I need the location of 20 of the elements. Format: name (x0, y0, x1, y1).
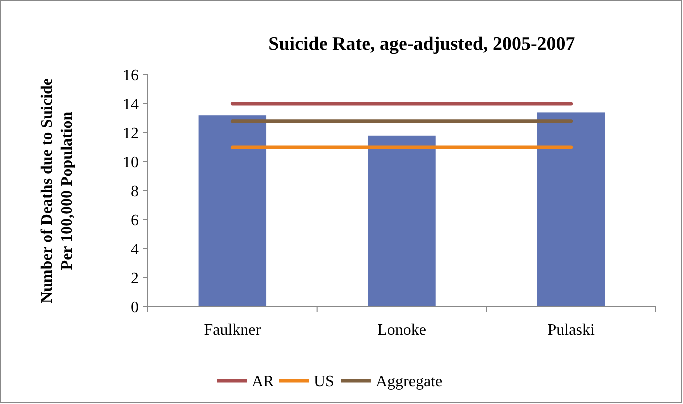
bar (537, 112, 606, 307)
x-tick-label: Lonoke (378, 322, 426, 339)
bar (198, 116, 267, 307)
y-axis-title: Number of Deaths due to Suicide Per 100,000 Population (39, 78, 76, 304)
y-tick-label: 0 (131, 300, 139, 317)
y-tick-label: 4 (131, 242, 139, 259)
legend-label: AR (252, 374, 275, 391)
x-tick-label: Faulkner (204, 322, 262, 339)
bar (368, 136, 436, 307)
y-tick-label: 2 (131, 270, 139, 288)
y-tick-label: 6 (131, 212, 139, 230)
x-tick-label: Pulaski (548, 322, 596, 339)
y-tick-label: 12 (123, 126, 139, 143)
y-tick-label: 10 (123, 154, 139, 172)
legend-label: Aggregate (376, 374, 443, 391)
y-tick-label: 14 (123, 96, 139, 114)
legend-label: US (314, 374, 334, 391)
y-tick-label: 16 (123, 68, 139, 85)
y-tick-label: 8 (131, 184, 139, 201)
chart-title: Suicide Rate, age-adjusted, 2005-2007 (268, 34, 576, 55)
